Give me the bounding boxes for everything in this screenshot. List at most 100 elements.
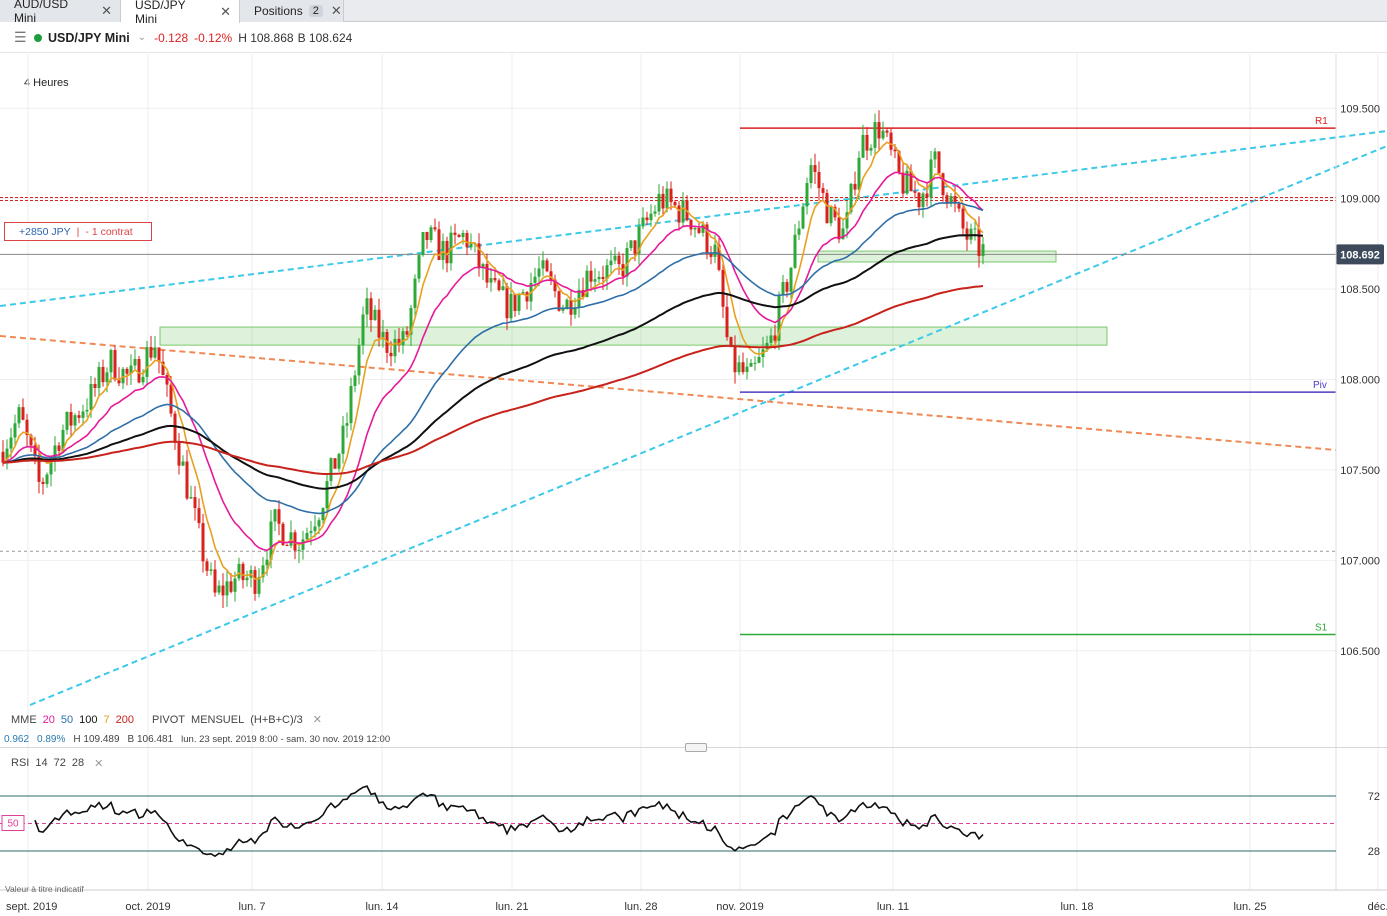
candle-body <box>5 448 9 463</box>
candle-body <box>605 265 609 280</box>
axes: sept. 2019 oct. 2019 lun. 7 lun. 14 lun. 21 l… <box>0 54 1387 913</box>
candle-body <box>709 253 713 257</box>
candle-body <box>109 350 113 373</box>
candle-body <box>49 460 53 475</box>
candle-body <box>413 278 417 308</box>
candle-body <box>893 149 897 152</box>
candle-body <box>381 331 385 338</box>
candle-body <box>825 192 829 224</box>
candle-body <box>713 244 717 257</box>
candle-body <box>365 298 369 315</box>
candle-body <box>565 299 569 310</box>
candle-body <box>141 376 145 383</box>
close-icon[interactable]: ✕ <box>220 3 231 19</box>
candle-body <box>609 260 613 266</box>
candle-body <box>889 132 893 150</box>
support-zone <box>159 326 1108 346</box>
candle-body <box>333 458 337 469</box>
x-tick-label: lun. 21 <box>495 901 528 913</box>
range-dates: lun. 23 sept. 2019 8:00 - sam. 30 nov. 2… <box>181 734 391 745</box>
candle-body <box>601 276 605 280</box>
candle-body <box>661 193 665 209</box>
candle-body <box>829 206 833 224</box>
candle-body <box>849 183 853 213</box>
candle-body <box>553 279 557 292</box>
rsi-line <box>34 785 984 858</box>
candle-body <box>105 372 109 383</box>
position-label[interactable]: +2850 JPY | - 1 contrat <box>4 222 152 241</box>
candle-body <box>941 173 945 196</box>
candle-body <box>453 232 457 235</box>
range-high: H 109.489 <box>73 734 120 745</box>
candle-body <box>21 407 25 420</box>
candle-body <box>925 193 929 198</box>
candle-body <box>693 228 697 230</box>
chevron-down-icon[interactable]: ⌄ <box>137 32 147 43</box>
candle-body <box>61 429 65 451</box>
candle-body <box>113 350 117 380</box>
candle-body <box>493 278 497 281</box>
candle-body <box>353 375 357 386</box>
candle-body <box>629 240 633 249</box>
candle-body <box>865 134 869 151</box>
position-contracts: - 1 contrat <box>85 225 133 238</box>
pivot-label: Piv <box>1313 380 1327 391</box>
candle-body <box>13 423 17 438</box>
candle-body <box>489 278 493 283</box>
rsi-label: RSI <box>11 757 30 769</box>
close-icon[interactable]: ✕ <box>312 714 323 726</box>
candle-body <box>981 244 985 256</box>
candle-body <box>529 282 533 302</box>
close-icon[interactable]: ✕ <box>330 3 342 18</box>
x-tick-label: déc. <box>1368 901 1387 913</box>
tab-label: USD/JPY Mini <box>135 0 186 26</box>
candle-body <box>121 368 125 384</box>
menu-icon[interactable]: ☰ <box>14 29 27 45</box>
candle-body <box>689 219 693 230</box>
tab-positions[interactable]: Positions 2 ✕ <box>240 0 344 22</box>
candle-body <box>777 295 781 341</box>
tab-usd-jpy[interactable]: USD/JPY Mini ✕ <box>121 0 240 26</box>
candle-body <box>421 231 425 256</box>
resize-handle[interactable] <box>685 743 707 752</box>
candle-body <box>477 243 481 269</box>
candle-body <box>189 497 193 499</box>
y-tick-label: 107.500 <box>1340 465 1380 477</box>
ema-20-label: 20 <box>42 713 55 726</box>
rsi-panel: 72 28 50 <box>0 785 1380 858</box>
candle-body <box>229 581 233 592</box>
candle-body <box>881 130 885 139</box>
close-icon[interactable]: ✕ <box>94 758 104 770</box>
candle-body <box>325 481 329 509</box>
tab-aud-usd[interactable]: AUD/USD Mini ✕ <box>0 0 121 25</box>
range-low: B 106.481 <box>127 734 174 745</box>
candle-body <box>853 183 857 190</box>
candle-body <box>481 263 485 269</box>
pivot-formula: (H+B+C)/3 <box>250 713 303 726</box>
candle-body <box>701 224 705 233</box>
x-tick-label: lun. 28 <box>624 901 657 913</box>
rsi-mid-badge <box>1 815 25 831</box>
close-icon[interactable]: ✕ <box>101 3 112 18</box>
candle-body <box>637 226 641 254</box>
candle-body <box>549 271 553 280</box>
ema-7-line <box>2 141 984 580</box>
candle-body <box>965 228 969 240</box>
candle-body <box>161 361 165 376</box>
candle-body <box>877 122 881 139</box>
candle-body <box>153 347 157 358</box>
ema-50-label: 50 <box>60 713 74 726</box>
candle-body <box>41 481 45 485</box>
rsi-tick-label: 28 <box>1368 846 1380 858</box>
candle-body <box>117 379 121 384</box>
candle-body <box>705 224 709 254</box>
candle-body <box>357 345 361 376</box>
level-lines: R1 S1 Piv 108.692 <box>0 116 1387 706</box>
candle-body <box>181 461 185 466</box>
candle-body <box>225 581 229 596</box>
candle-body <box>305 532 309 540</box>
candle-body <box>749 363 753 367</box>
candle-body <box>813 165 817 173</box>
candle-body <box>729 337 733 347</box>
